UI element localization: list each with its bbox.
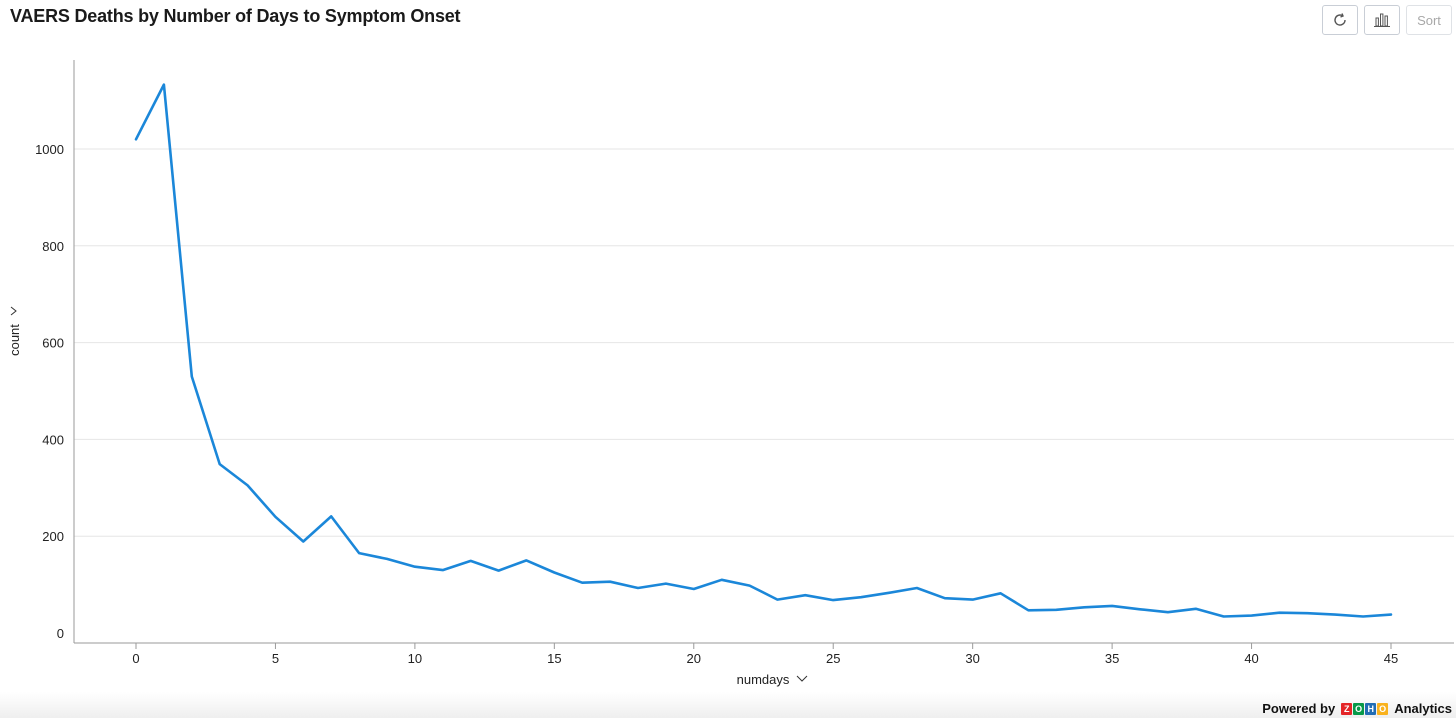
axes: [73, 60, 1454, 644]
zoho-logo-letter: H: [1365, 702, 1377, 715]
data-point[interactable]: [440, 567, 446, 573]
chart-toolbar: Sort: [1322, 5, 1452, 35]
data-point[interactable]: [1025, 607, 1031, 613]
zoho-logo: Z O H O: [1341, 702, 1389, 715]
x-tick-label: 15: [547, 651, 561, 666]
data-point[interactable]: [133, 136, 139, 142]
data-point[interactable]: [272, 514, 278, 520]
data-point[interactable]: [914, 585, 920, 591]
y-tick-label: 800: [42, 239, 64, 254]
data-point[interactable]: [858, 594, 864, 600]
chart-type-button[interactable]: [1364, 5, 1400, 35]
refresh-button[interactable]: [1322, 5, 1358, 35]
x-axis-chevron-down-icon: [796, 675, 808, 682]
data-point[interactable]: [1193, 606, 1199, 612]
powered-by[interactable]: Powered by Z O H O Analytics: [1262, 701, 1452, 716]
data-point[interactable]: [663, 581, 669, 587]
x-tick-label: 0: [132, 651, 139, 666]
data-point[interactable]: [1053, 607, 1059, 613]
data-point[interactable]: [384, 556, 390, 562]
data-point[interactable]: [830, 597, 836, 603]
y-tick-label: 200: [42, 529, 64, 544]
data-point[interactable]: [1388, 612, 1394, 618]
data-point[interactable]: [579, 580, 585, 586]
data-point[interactable]: [1137, 606, 1143, 612]
x-tick-label: 30: [965, 651, 979, 666]
grid-lines: [74, 148, 1454, 537]
data-point[interactable]: [1332, 612, 1338, 618]
data-point[interactable]: [189, 373, 195, 379]
data-point[interactable]: [635, 585, 641, 591]
data-point[interactable]: [1304, 610, 1310, 616]
data-point[interactable]: [356, 550, 362, 556]
data-point[interactable]: [1276, 610, 1282, 616]
x-tick-label: 10: [408, 651, 422, 666]
data-point[interactable]: [523, 557, 529, 563]
data-point[interactable]: [1109, 603, 1115, 609]
x-tick-label: 25: [826, 651, 840, 666]
data-point[interactable]: [468, 558, 474, 564]
sort-button[interactable]: Sort: [1406, 5, 1452, 35]
series-line[interactable]: [134, 83, 1393, 618]
chart-title: VAERS Deaths by Number of Days to Sympto…: [10, 6, 461, 26]
x-tick-label: 5: [272, 651, 279, 666]
x-tick-label: 45: [1384, 651, 1398, 666]
refresh-icon: [1334, 13, 1346, 26]
data-point[interactable]: [245, 482, 251, 488]
powered-by-label: Powered by: [1262, 701, 1336, 716]
bar-chart-icon: [1374, 13, 1390, 27]
y-tick-label: 0: [57, 626, 64, 641]
data-point[interactable]: [1165, 609, 1171, 615]
y-tick-label: 600: [42, 336, 64, 351]
y-axis-title[interactable]: count: [7, 306, 22, 356]
zoho-logo-letter: Z: [1341, 702, 1353, 715]
data-point[interactable]: [1360, 614, 1366, 620]
y-axis-ticks: 0 200 400 600 800 1000: [35, 142, 64, 641]
x-axis-title[interactable]: numdays: [737, 672, 808, 687]
data-point[interactable]: [300, 539, 306, 545]
y-axis-chevron-down-icon: [10, 306, 17, 316]
zoho-logo-letter: O: [1353, 702, 1365, 715]
data-point[interactable]: [607, 579, 613, 585]
data-point[interactable]: [161, 82, 167, 88]
x-axis-ticks: 0 5 10 15 20 25 30 35 40 45: [132, 643, 1398, 666]
data-point[interactable]: [886, 590, 892, 596]
x-tick-label: 20: [687, 651, 701, 666]
data-point[interactable]: [1081, 604, 1087, 610]
data-point[interactable]: [970, 597, 976, 603]
product-label: Analytics: [1394, 701, 1452, 716]
y-tick-label: 1000: [35, 142, 64, 157]
data-points: [133, 82, 1394, 620]
data-point[interactable]: [998, 590, 1004, 596]
data-point[interactable]: [412, 564, 418, 570]
data-point[interactable]: [802, 592, 808, 598]
data-point[interactable]: [747, 583, 753, 589]
x-tick-label: 35: [1105, 651, 1119, 666]
data-point[interactable]: [942, 595, 948, 601]
data-point[interactable]: [719, 577, 725, 583]
data-point[interactable]: [774, 597, 780, 603]
data-point[interactable]: [1221, 614, 1227, 620]
footer-shade: [0, 692, 1456, 718]
x-axis-label: numdays: [737, 672, 790, 687]
data-point[interactable]: [496, 568, 502, 574]
data-point[interactable]: [551, 570, 557, 576]
data-point[interactable]: [217, 461, 223, 467]
zoho-logo-letter: O: [1377, 702, 1389, 715]
x-tick-label: 40: [1244, 651, 1258, 666]
data-point[interactable]: [328, 513, 334, 519]
data-point[interactable]: [691, 586, 697, 592]
y-tick-label: 400: [42, 432, 64, 447]
y-axis-label: count: [7, 324, 22, 356]
data-point[interactable]: [1249, 613, 1255, 619]
